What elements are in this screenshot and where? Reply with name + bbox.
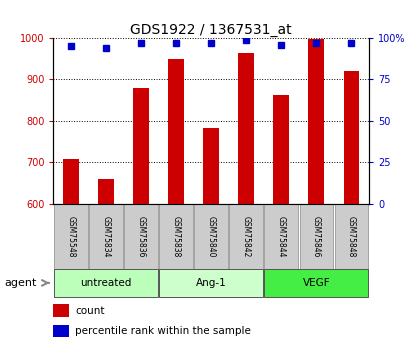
Bar: [299, 204, 333, 269]
Bar: [53, 325, 69, 337]
Bar: [264, 269, 367, 297]
Bar: [238, 53, 254, 204]
Bar: [159, 204, 193, 269]
Bar: [334, 204, 367, 269]
Bar: [273, 96, 288, 204]
Text: GSM75836: GSM75836: [136, 216, 145, 257]
Bar: [63, 159, 79, 204]
Title: GDS1922 / 1367531_at: GDS1922 / 1367531_at: [130, 23, 291, 37]
Text: GSM75840: GSM75840: [206, 216, 215, 257]
Text: percentile rank within the sample: percentile rank within the sample: [75, 326, 251, 336]
Text: GSM75838: GSM75838: [171, 216, 180, 257]
Bar: [54, 269, 157, 297]
Bar: [229, 204, 263, 269]
Bar: [308, 39, 324, 204]
Bar: [264, 204, 297, 269]
Text: GSM75548: GSM75548: [66, 216, 75, 257]
Text: GSM75834: GSM75834: [101, 216, 110, 257]
Text: GSM75848: GSM75848: [346, 216, 355, 257]
Bar: [133, 88, 148, 204]
Bar: [98, 179, 114, 204]
Text: GSM75844: GSM75844: [276, 216, 285, 257]
Text: VEGF: VEGF: [302, 278, 329, 288]
Bar: [124, 204, 157, 269]
Bar: [194, 204, 227, 269]
Text: untreated: untreated: [80, 278, 131, 288]
Bar: [343, 71, 358, 204]
Text: count: count: [75, 306, 105, 315]
Text: GSM75846: GSM75846: [311, 216, 320, 257]
Bar: [54, 204, 88, 269]
Bar: [89, 204, 122, 269]
Bar: [159, 269, 263, 297]
Text: Ang-1: Ang-1: [196, 278, 226, 288]
Bar: [203, 128, 218, 204]
Bar: [53, 304, 69, 317]
Text: agent: agent: [4, 278, 36, 288]
Bar: [168, 59, 184, 204]
Text: GSM75842: GSM75842: [241, 216, 250, 257]
